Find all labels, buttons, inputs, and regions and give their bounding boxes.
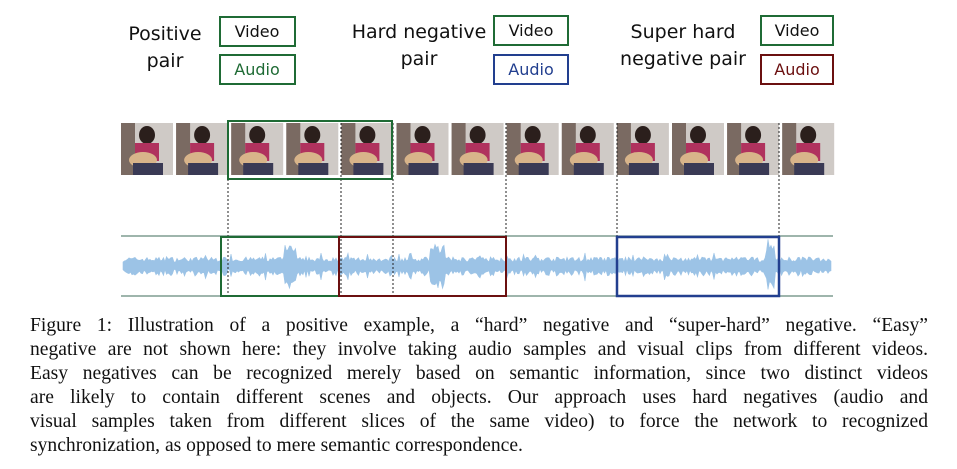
caption-line: visual samples taken from different slic… [30,411,928,432]
video-frame [121,123,173,175]
legend-box [219,16,296,47]
caption-line: synchronization, as opposed to mere sema… [30,435,523,456]
legend-box [493,54,569,85]
video-frame [286,123,339,175]
legend-label: Video [509,21,554,40]
caption-line: are likely to contain different scenes a… [30,387,928,408]
audio-clip-box [338,236,507,297]
legend-title: negative pair [620,48,746,70]
legend-label: Audio [234,60,279,79]
waveform [122,239,832,290]
legend-box [760,15,834,46]
legend-title: Super hard [631,21,736,43]
caption-line: Easy negatives can be recognized merely … [30,363,928,384]
legend-box [493,15,569,46]
legend-label: Video [775,21,820,40]
video-frame [451,123,504,175]
video-frame [341,123,394,175]
legend-label: Video [235,22,280,41]
legend-label: Audio [508,60,553,79]
video-frame [176,123,229,175]
figure-graphic: Positive pair Video Audio Hard negative … [121,15,835,298]
legend-box [760,54,834,85]
video-frame [396,123,449,175]
video-frame [231,123,284,175]
legend-title: Positive [128,23,201,45]
video-clip-box [227,120,393,180]
legend-title: pair [147,50,184,72]
legend-box [219,54,296,85]
audio-clip-box [615,235,781,298]
video-frame [506,123,559,175]
legend-title: Hard negative [352,21,487,43]
video-frame [672,123,724,175]
caption-line: Figure 1: Illustration of a positive exa… [30,315,928,336]
video-frames [121,123,835,175]
legend-label: Audio [774,60,819,79]
video-frame [616,123,669,175]
legend-title: pair [401,48,438,70]
video-frame [561,123,614,175]
caption-line: negative are not shown here: they involv… [30,339,928,360]
video-frame [727,123,780,175]
video-frame [782,123,835,175]
